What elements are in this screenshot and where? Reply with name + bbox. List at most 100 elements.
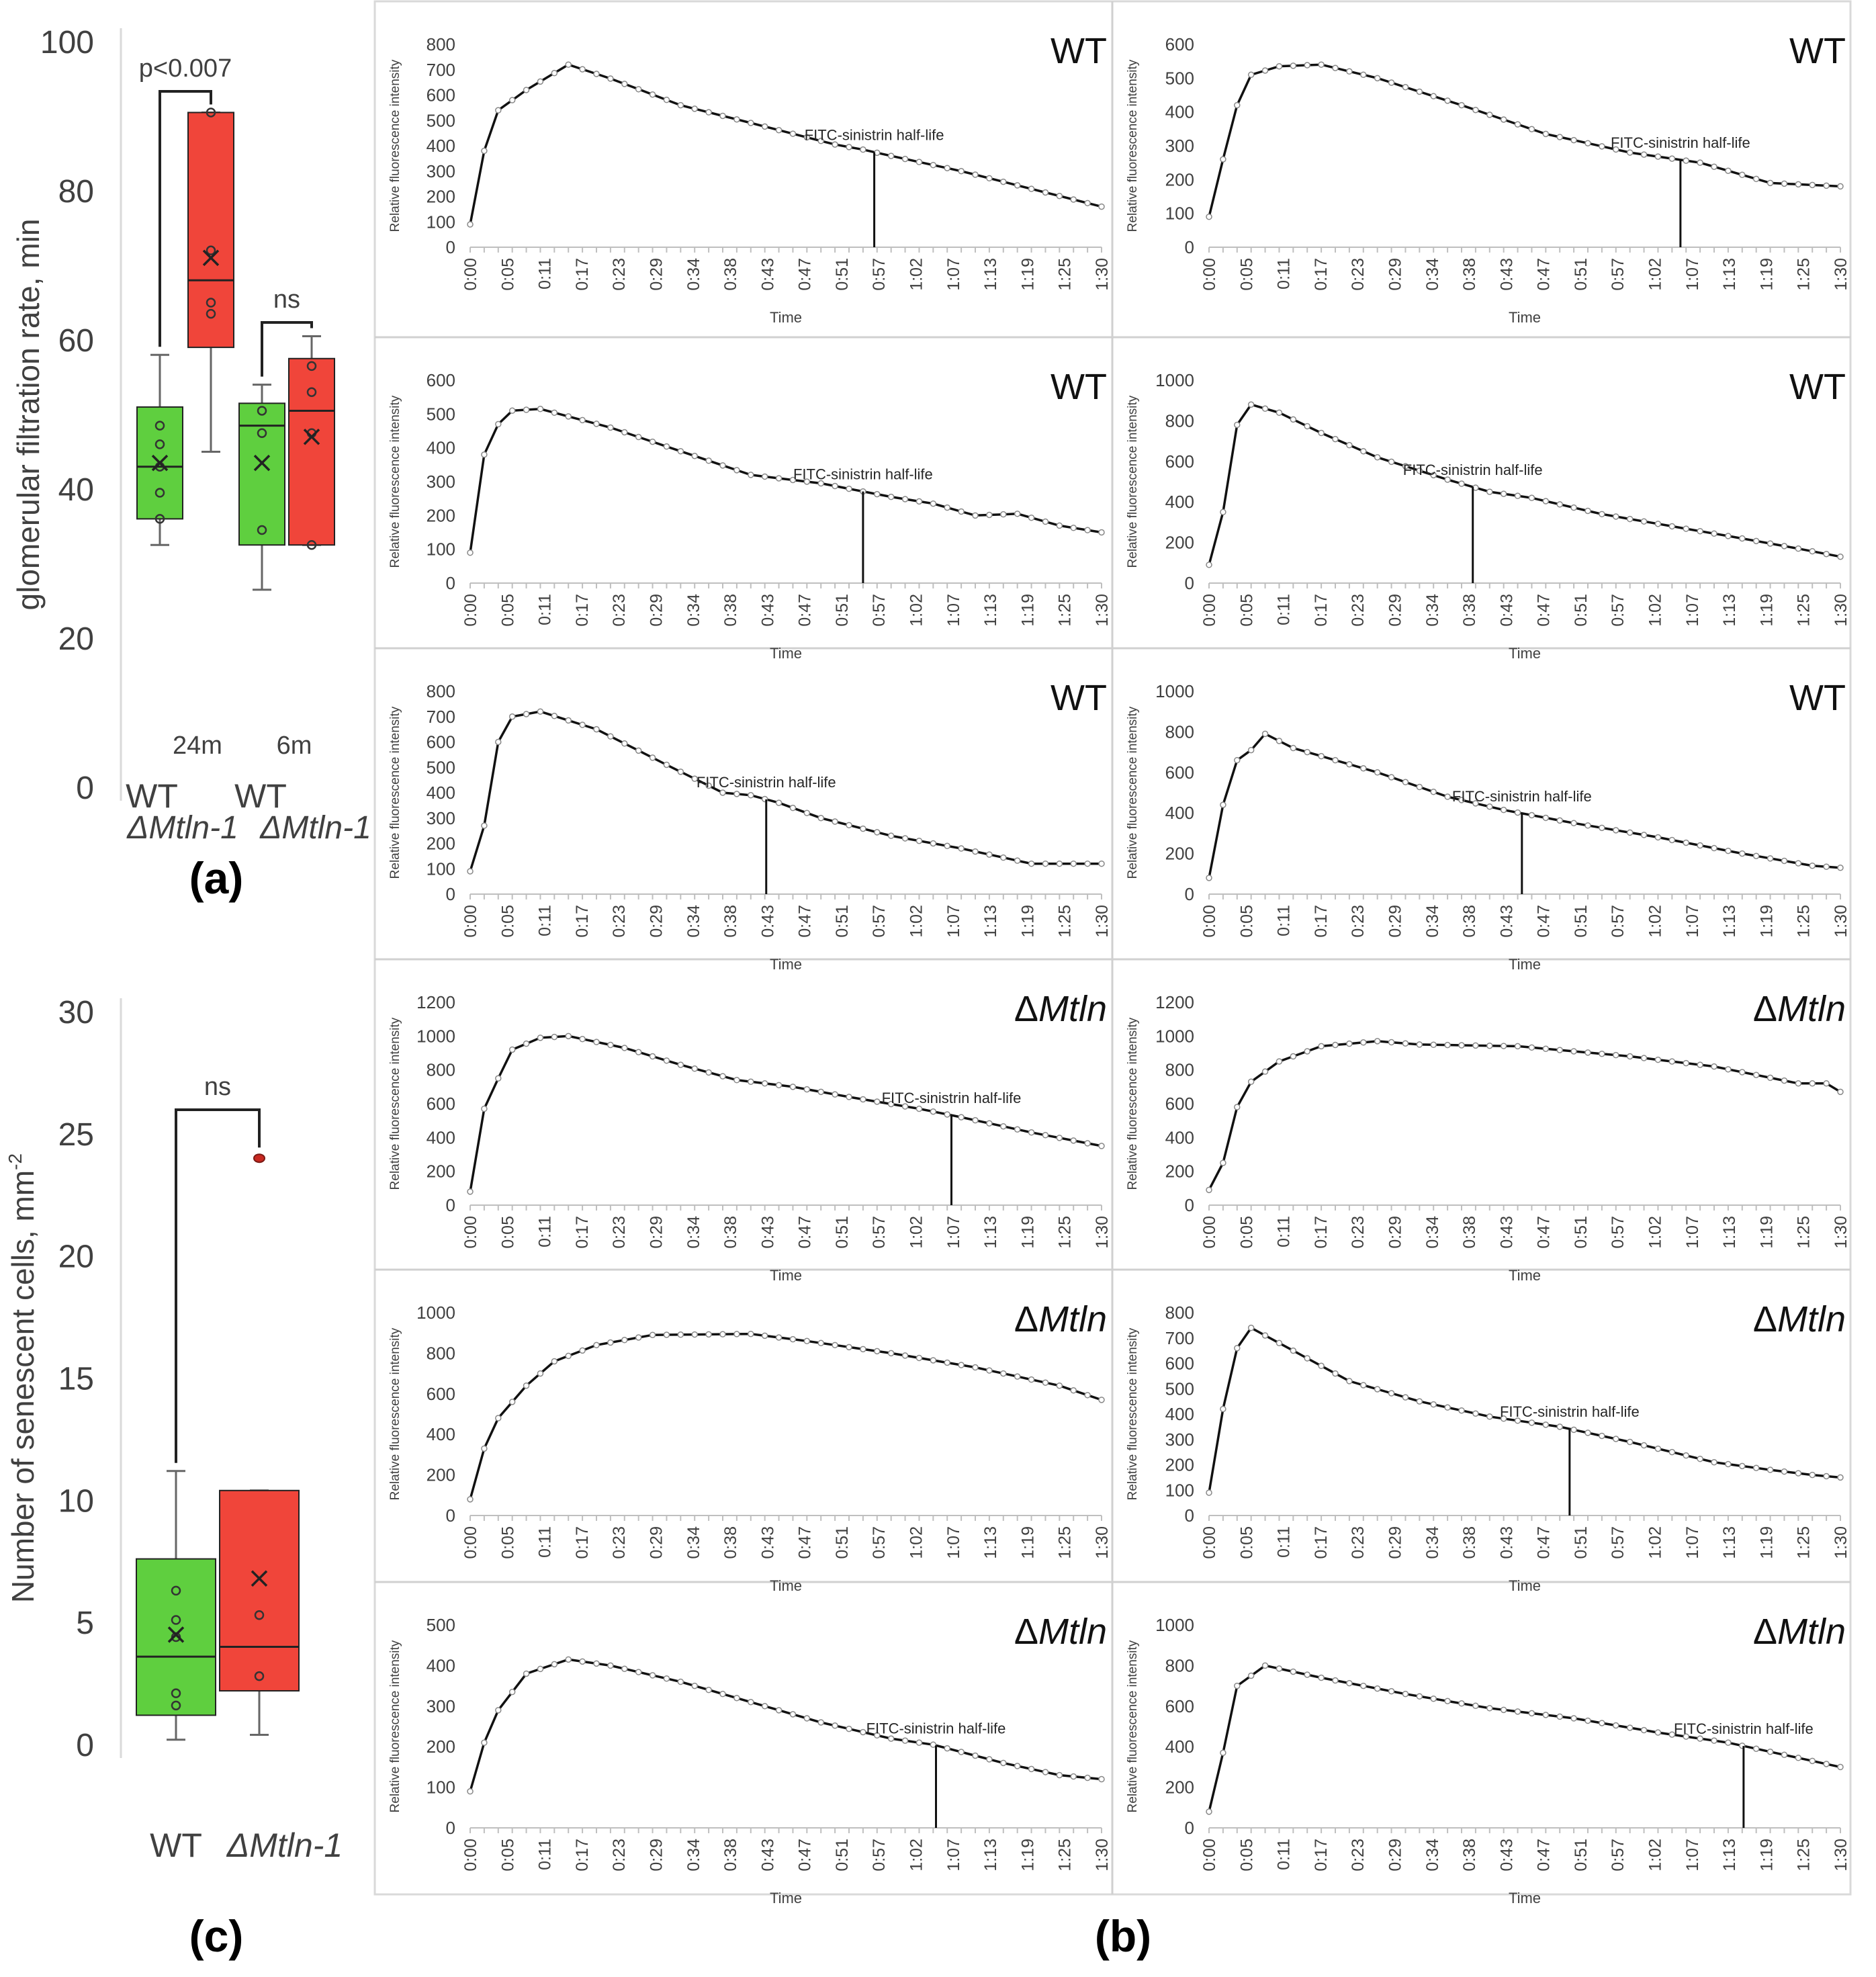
series-point [705, 109, 712, 116]
series-point [1290, 1347, 1297, 1354]
half-life-label: FITC-sinistrin half-life [793, 466, 933, 483]
series-point [1042, 1769, 1049, 1775]
y-tick-label: 200 [427, 1737, 455, 1757]
series-point [958, 168, 965, 175]
x-tick-label: 0:00 [461, 1526, 480, 1559]
y-axis-title: Relative fluorescence intensity [1126, 59, 1140, 232]
x-tick-label: 0:05 [498, 594, 517, 627]
series-point [1247, 1324, 1255, 1331]
clearance-series-line [469, 710, 1102, 872]
series-point [1416, 467, 1423, 474]
y-tick-label: 400 [427, 1127, 455, 1147]
y-tick-label: 200 [1165, 533, 1194, 553]
x-axis-title: Time [1509, 1267, 1541, 1284]
y-tick-label: 1000 [416, 1303, 455, 1323]
x-tick-label: 0:05 [498, 905, 517, 938]
y-axis-title: Relative fluorescence intensity [1126, 395, 1140, 568]
series-point [944, 842, 950, 850]
series-point [1028, 1129, 1035, 1136]
series-point [1725, 1066, 1732, 1073]
series-point [508, 1046, 516, 1053]
box-group-1 [219, 1153, 300, 1736]
x-tick-label: 0:00 [461, 258, 480, 291]
y-axis-title: glomerular filtration rate, min [11, 219, 46, 611]
x-tick-label: 0:43 [1497, 1839, 1516, 1872]
series-point [1098, 1775, 1105, 1783]
series-point [1388, 79, 1395, 86]
clearance-chart-6: 0 200 400 600 800 1000 1200 Relative fluorescen… [388, 989, 1112, 1284]
series-point [1360, 1382, 1367, 1389]
series-point [1809, 1757, 1816, 1765]
series-point [1444, 97, 1451, 104]
series-point [1570, 136, 1577, 144]
y-tick-label: 500 [427, 757, 455, 777]
y-tick-label: 800 [1165, 1060, 1194, 1080]
series-point [1823, 1761, 1830, 1767]
x-tick-label: 0:23 [1349, 905, 1368, 938]
series-point [1444, 793, 1451, 800]
series-point [972, 1364, 979, 1371]
series-point [1626, 1438, 1634, 1446]
series-point [1711, 1063, 1717, 1070]
x-tick-label: 0:51 [833, 594, 852, 627]
series-point [1795, 545, 1802, 552]
series-point [930, 1108, 937, 1115]
series-point [1711, 1458, 1717, 1466]
series-point [1556, 1423, 1563, 1430]
series-point [1697, 1735, 1703, 1742]
x-axis-title: Time [1509, 309, 1541, 326]
half-life-label: FITC-sinistrin half-life [1403, 462, 1543, 478]
series-point [1837, 183, 1844, 190]
series-point [1823, 1080, 1830, 1087]
age-label: 6m [277, 732, 312, 760]
series-point [775, 1334, 783, 1341]
mean-marker [167, 1626, 185, 1643]
x-tick-label: 1:19 [1757, 594, 1776, 627]
series-point [817, 138, 824, 144]
series-point [551, 1358, 558, 1365]
series-point [1346, 68, 1353, 75]
half-life-label: FITC-sinistrin half-life [866, 1720, 1006, 1737]
clearance-chart-7: 0 200 400 600 800 1000 1200 Relative fluorescen… [1126, 989, 1850, 1284]
x-axis-title: Time [1509, 1577, 1541, 1594]
comparison-senescence-bracket [175, 1108, 261, 1463]
genotype-label-delta: Δ [1753, 1299, 1777, 1339]
box-group-0 [136, 353, 183, 546]
series-point [508, 97, 516, 103]
x-tick-label: 0:00 [1200, 1526, 1219, 1559]
x-tick-label: 0:05 [1237, 1216, 1256, 1249]
x-tick-label: 1:13 [1720, 1526, 1739, 1559]
series-point [1261, 1068, 1269, 1075]
series-point [1823, 550, 1830, 558]
series-point [1752, 1464, 1760, 1471]
series-point [748, 792, 754, 799]
x-tick-label: 1:25 [1795, 258, 1814, 291]
series-point [467, 1188, 474, 1195]
x-tick-label: 0:23 [610, 594, 629, 627]
series-point [508, 407, 516, 414]
x-tick-label: 0:29 [1386, 258, 1404, 291]
series-point [1220, 1749, 1226, 1757]
x-tick-label: 1:25 [1795, 1526, 1814, 1559]
y-axis-title: Relative fluorescence intensity [388, 395, 402, 568]
series-point [1823, 863, 1830, 870]
series-point [579, 66, 586, 73]
y-tick-label: 500 [1165, 1378, 1194, 1399]
series-point [1084, 1774, 1091, 1782]
x-tick-label: 1:07 [944, 905, 963, 938]
series-point [565, 1352, 572, 1360]
y-tick-label: 80 [58, 174, 94, 210]
x-tick-label: 0:11 [1275, 594, 1294, 625]
y-tick-label: 600 [1165, 1354, 1194, 1374]
series-point [1290, 744, 1297, 752]
genotype-label: WT [1789, 678, 1846, 718]
x-tick-label: 0:11 [536, 1526, 555, 1558]
series-point [481, 822, 488, 829]
series-point [1318, 752, 1325, 760]
series-point [508, 1399, 516, 1405]
x-tick-label: 0:47 [796, 905, 815, 938]
series-point [593, 1342, 600, 1349]
series-point [593, 1039, 600, 1045]
series-point [1084, 860, 1091, 867]
half-life-label: FITC-sinistrin half-life [805, 126, 944, 143]
